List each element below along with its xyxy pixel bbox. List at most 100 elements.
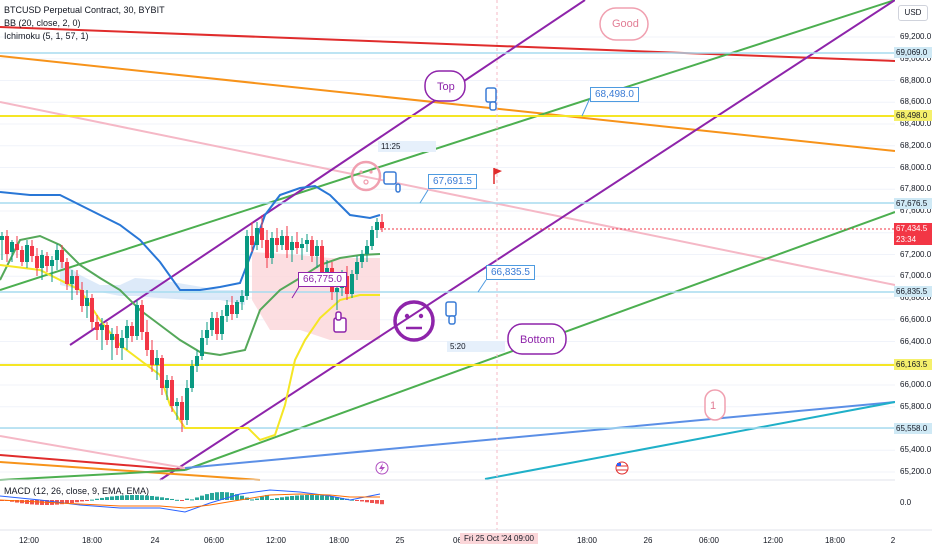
price-tag-66775[interactable]: 66,775.0 (298, 272, 347, 287)
candle-body (10, 242, 14, 252)
price-tick: 65,200.0 (900, 467, 932, 476)
flag-icon[interactable] (493, 168, 502, 184)
one-label[interactable]: 1 (710, 400, 717, 412)
pointing-hand-icon-purple[interactable] (333, 311, 347, 333)
tag-connector-66775 (291, 284, 301, 299)
candle-body (215, 318, 219, 334)
price-tick: 67,800.0 (900, 184, 932, 194)
symbol-legend[interactable]: BTCUSD Perpetual Contract, 30, BYBIT (4, 5, 165, 15)
trendline-green-fan (0, 469, 186, 481)
price-axis-label: 65,558.0 (894, 423, 932, 434)
trendline-cyan (484, 401, 896, 480)
macd-bar (60, 500, 64, 505)
price-axis-label: 69,069.0 (894, 47, 932, 58)
price-axis-label: 67,676.5 (894, 198, 932, 209)
candle-body (225, 305, 229, 316)
top-bubble-shape (424, 70, 466, 102)
price-tick: 69,000.0 (900, 53, 932, 63)
macd-bar (320, 495, 324, 500)
candle-body (350, 274, 354, 294)
bb-legend[interactable]: BB (20, close, 2, 0) (4, 18, 81, 28)
lightning-icon[interactable] (375, 461, 389, 475)
macd-bar (270, 498, 274, 500)
candle-body (205, 330, 209, 338)
candle-body (280, 236, 284, 245)
us-flag-icon[interactable] (615, 461, 629, 475)
macd-bar (310, 495, 314, 500)
bottom-label[interactable]: Bottom (520, 334, 555, 346)
top-label[interactable]: Top (437, 81, 455, 93)
confused-face-icon[interactable] (350, 160, 382, 192)
macd-bar (160, 497, 164, 500)
candle-body (310, 240, 314, 256)
macd-bar (360, 500, 364, 502)
macd-bar (75, 500, 79, 503)
macd-bar (35, 500, 39, 505)
candle-body (270, 238, 274, 258)
time-tag-520: 5:20 (447, 341, 505, 352)
candle-body (165, 380, 169, 388)
time-axis-highlight[interactable]: Fri 25 Oct '24 09:00 (460, 533, 539, 544)
pointing-hand-icon-mid[interactable] (383, 171, 401, 193)
candle-body (90, 298, 94, 322)
time-tick: 06:00 (698, 536, 720, 545)
macd-bar (225, 492, 229, 500)
macd-bar (205, 494, 209, 500)
time-tick: 18:00 (824, 536, 846, 545)
price-tag-66835[interactable]: 66,835.5 (486, 265, 535, 280)
macd-bar (90, 499, 94, 501)
candle-body (220, 316, 224, 334)
candle-body (195, 356, 199, 366)
candle-body (250, 236, 254, 245)
price-tick: 68,600.0 (900, 97, 932, 107)
pointing-hand-icon-low[interactable] (445, 301, 457, 325)
neutral-face-icon[interactable] (393, 300, 435, 342)
macd-signal (0, 493, 380, 509)
trendline-blue (184, 401, 896, 469)
macd-bar (150, 496, 154, 500)
candle-body (200, 338, 204, 356)
candle-body (155, 358, 159, 365)
macd-legend[interactable]: MACD (12, 26, close, 9, EMA, EMA) (4, 486, 150, 496)
price-tick: 65,400.0 (900, 445, 932, 455)
macd-bar (300, 495, 304, 500)
ichimoku-legend[interactable]: Ichimoku (5, 1, 57, 1) (4, 31, 89, 41)
time-tick: 2 (890, 536, 896, 545)
candle-body (150, 350, 154, 365)
candle-body (25, 245, 29, 262)
price-tick: 66,800.0 (900, 293, 932, 302)
good-label[interactable]: Good (612, 18, 639, 30)
trendline-pink (0, 101, 896, 286)
candle-body (190, 366, 194, 388)
candle-body (105, 325, 109, 340)
time-tick: 12:00 (265, 536, 287, 545)
price-tag-67691[interactable]: 67,691.5 (428, 174, 477, 189)
time-tag-1125: 11:25 (378, 141, 436, 152)
macd-bar (175, 499, 179, 501)
candle-body (255, 228, 259, 245)
macd-bar (330, 496, 334, 500)
bottom-bubble-shape (507, 323, 567, 355)
price-axis[interactable] (895, 0, 932, 530)
macd-bar (220, 492, 224, 500)
candle-body (245, 236, 249, 296)
macd-bar (20, 500, 24, 504)
macd-bar (135, 495, 139, 500)
macd-bar (120, 495, 124, 500)
candle-body (75, 276, 79, 290)
price-tick: 66,000.0 (900, 380, 932, 389)
price-tag-68498[interactable]: 68,498.0 (590, 87, 639, 102)
macd-bar (355, 500, 359, 501)
price-axis-label: 67,434.5 (894, 223, 932, 234)
candle-body (65, 262, 69, 284)
candlesticks (0, 214, 384, 432)
one-bubble-shape (704, 389, 726, 421)
candle-body (170, 380, 174, 406)
candle-body (5, 236, 9, 254)
macd-bar (140, 495, 144, 500)
currency-button[interactable]: USD (898, 5, 928, 21)
pointing-hand-icon-top[interactable] (485, 87, 497, 111)
macd-bar (295, 495, 299, 500)
candle-body (290, 242, 294, 250)
